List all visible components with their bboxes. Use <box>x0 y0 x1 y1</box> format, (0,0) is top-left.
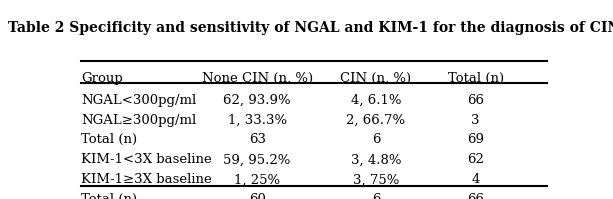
Text: CIN (n, %): CIN (n, %) <box>340 72 411 85</box>
Text: Total (n): Total (n) <box>82 193 137 199</box>
Text: 63: 63 <box>249 134 265 146</box>
Text: KIM-1≥3X baseline: KIM-1≥3X baseline <box>82 173 212 186</box>
Text: 69: 69 <box>467 134 484 146</box>
Text: None CIN (n, %): None CIN (n, %) <box>202 72 313 85</box>
Text: Total (n): Total (n) <box>447 72 504 85</box>
Text: 66: 66 <box>467 94 484 107</box>
Text: Group: Group <box>82 72 123 85</box>
Text: 6: 6 <box>371 193 380 199</box>
Text: 4, 6.1%: 4, 6.1% <box>351 94 401 107</box>
Text: 1, 33.3%: 1, 33.3% <box>227 113 287 127</box>
Text: 62: 62 <box>467 153 484 166</box>
Text: 6: 6 <box>371 134 380 146</box>
Text: 59, 95.2%: 59, 95.2% <box>224 153 291 166</box>
Text: 66: 66 <box>467 193 484 199</box>
Text: KIM-1<3X baseline: KIM-1<3X baseline <box>82 153 212 166</box>
Text: NGAL≥300pg/ml: NGAL≥300pg/ml <box>82 113 197 127</box>
Text: 3, 75%: 3, 75% <box>352 173 399 186</box>
Text: 4: 4 <box>471 173 480 186</box>
Text: 1, 25%: 1, 25% <box>234 173 280 186</box>
Text: 3, 4.8%: 3, 4.8% <box>351 153 401 166</box>
Text: NGAL<300pg/ml: NGAL<300pg/ml <box>82 94 197 107</box>
Text: 62, 93.9%: 62, 93.9% <box>223 94 291 107</box>
Text: 3: 3 <box>471 113 480 127</box>
Text: 2, 66.7%: 2, 66.7% <box>346 113 405 127</box>
Text: 60: 60 <box>249 193 265 199</box>
Text: Table 2 Specificity and sensitivity of NGAL and KIM-1 for the diagnosis of CIN: Table 2 Specificity and sensitivity of N… <box>8 21 613 35</box>
Text: Total (n): Total (n) <box>82 134 137 146</box>
